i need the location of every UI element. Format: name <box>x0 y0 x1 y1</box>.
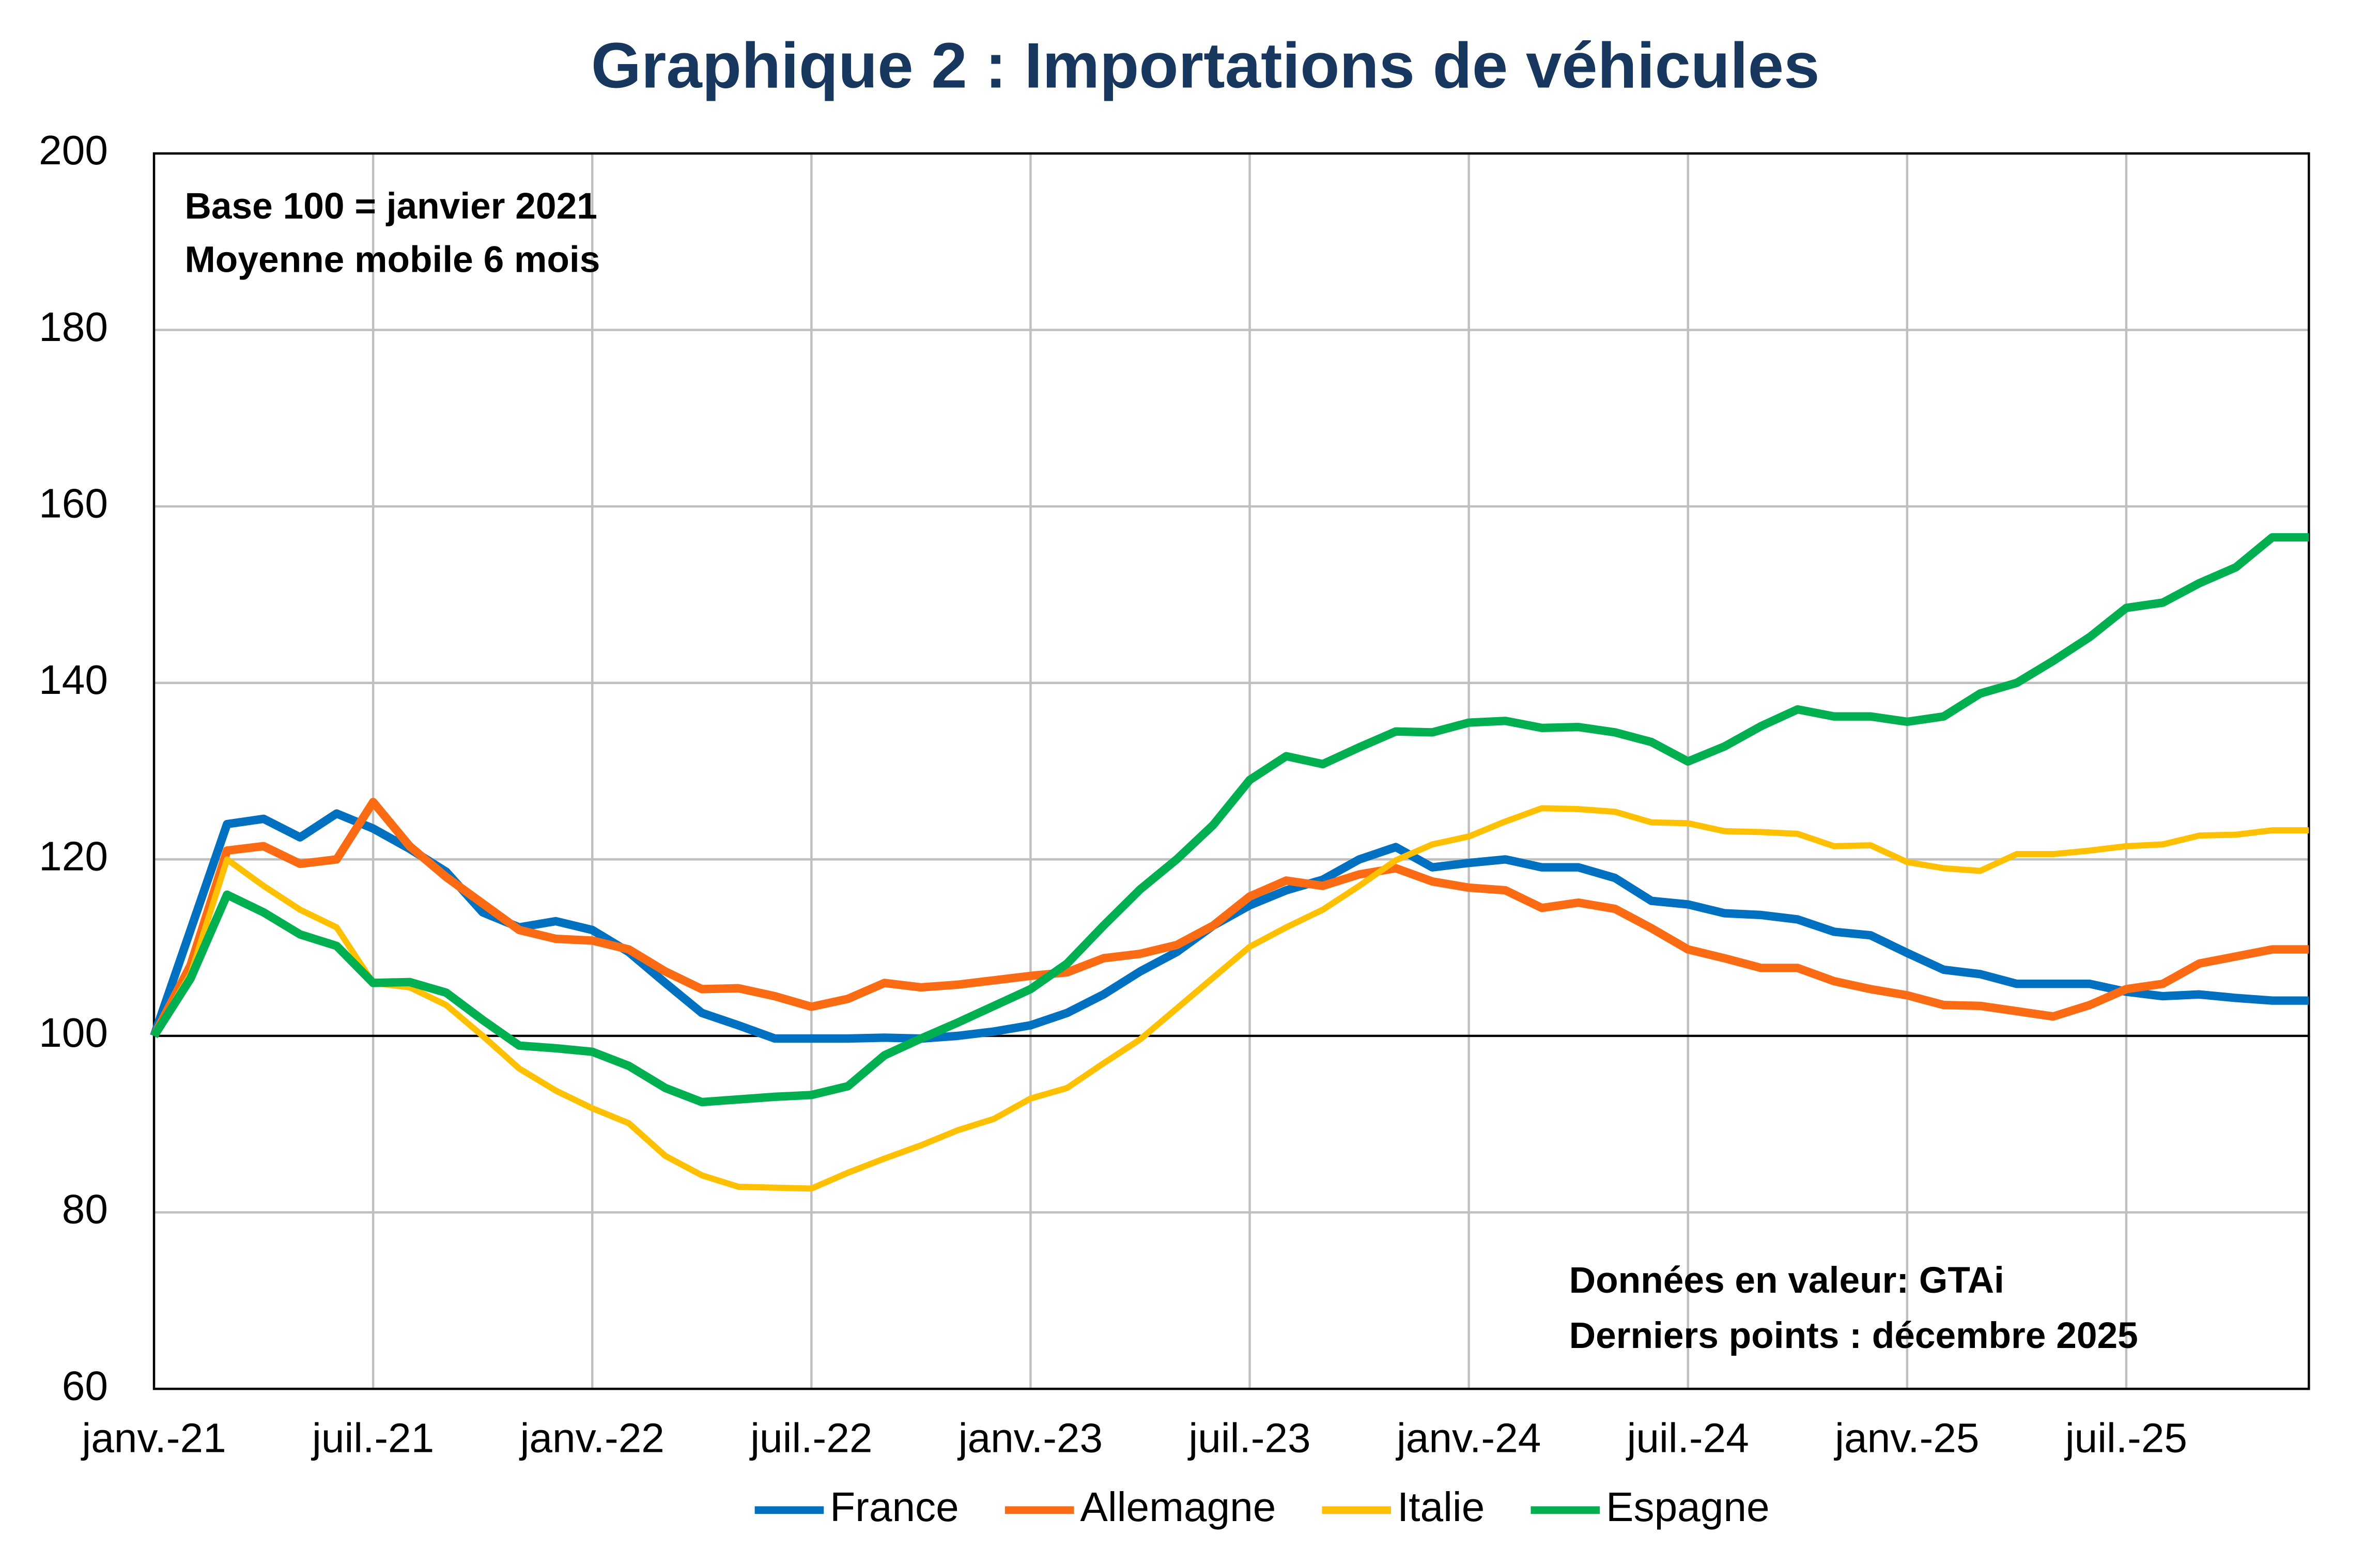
legend-label: France <box>830 1483 959 1530</box>
legend-label: Italie <box>1397 1483 1485 1530</box>
x-tick-label: juil.-21 <box>311 1414 434 1461</box>
chart-title: Graphique 2 : Importations de véhicules <box>591 30 1820 102</box>
annotation: Données en valeur: GTAi <box>1569 1260 2004 1301</box>
y-tick-label: 80 <box>62 1186 108 1232</box>
y-tick-label: 180 <box>39 303 108 350</box>
annotation: Moyenne mobile 6 mois <box>184 239 600 281</box>
x-tick-label: juil.-23 <box>1187 1414 1310 1461</box>
series-line <box>150 533 2309 1107</box>
series-line <box>151 805 2309 1192</box>
y-tick-label: 120 <box>39 833 108 879</box>
x-tick-label: janv.-24 <box>1396 1414 1541 1461</box>
y-tick-label: 200 <box>39 127 108 173</box>
y-tick-label: 140 <box>39 656 108 703</box>
x-tick-label: juil.-25 <box>2064 1414 2187 1461</box>
plot-frame <box>152 152 2310 1390</box>
annotation: Derniers points : décembre 2025 <box>1569 1315 2138 1356</box>
x-tick-label: janv.-23 <box>957 1414 1103 1461</box>
legend-label: Allemagne <box>1080 1483 1276 1530</box>
legend: France Allemagne Italie Espagne <box>754 1483 1770 1530</box>
annotation: Base 100 = janvier 2021 <box>184 185 597 227</box>
x-tick-label: janv.-21 <box>81 1414 226 1461</box>
y-tick-label: 100 <box>39 1009 108 1056</box>
x-tick-label: juil.-24 <box>1626 1414 1749 1461</box>
series-line <box>150 798 2309 1038</box>
x-tick-label: juil.-22 <box>749 1414 872 1461</box>
x-tick-label: janv.-25 <box>1834 1414 1979 1461</box>
y-tick-label: 160 <box>39 479 108 526</box>
x-tick-label: janv.-22 <box>519 1414 664 1461</box>
y-tick-label: 60 <box>62 1362 108 1408</box>
legend-label: Espagne <box>1606 1483 1770 1530</box>
